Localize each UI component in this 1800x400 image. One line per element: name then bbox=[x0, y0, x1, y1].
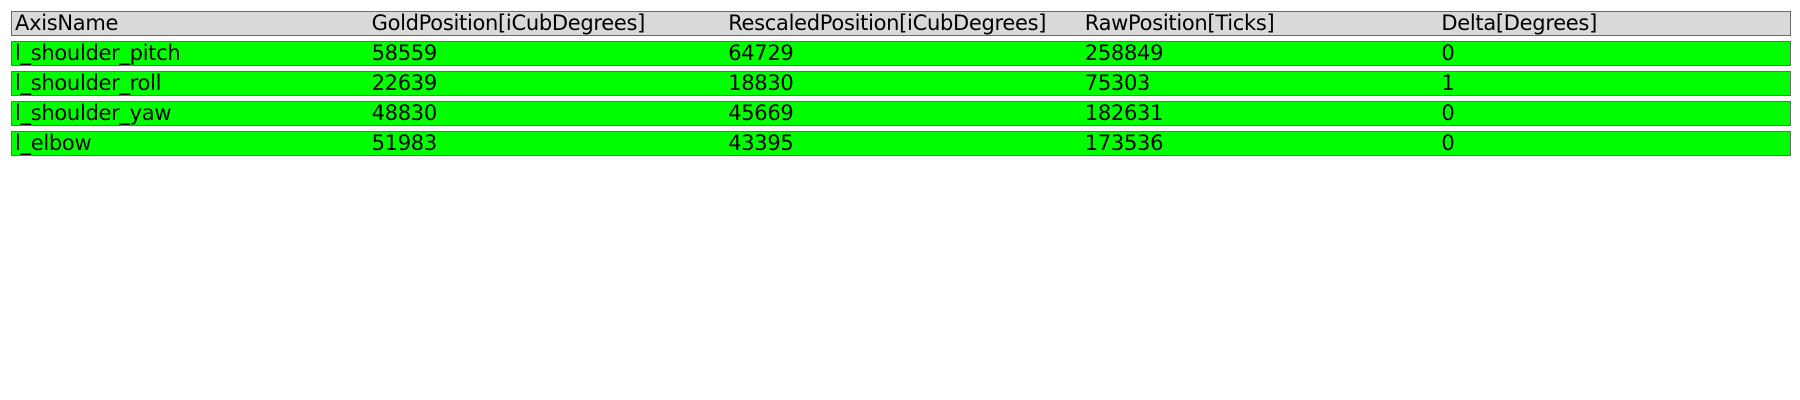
cell-gold-position: 58559 bbox=[371, 41, 438, 65]
header-raw-position: RawPosition[Ticks] bbox=[1084, 11, 1275, 35]
cell-rescaled-position: 43395 bbox=[728, 131, 794, 155]
cell-axis-name: l_shoulder_pitch bbox=[15, 41, 181, 65]
cell-raw-position: 75303 bbox=[1084, 71, 1151, 95]
cell-gold-position: 22639 bbox=[371, 71, 438, 95]
cell-axis-name: l_elbow bbox=[15, 131, 92, 155]
cell-axis-name: l_shoulder_roll bbox=[15, 71, 162, 95]
header-gold-position: GoldPosition[iCubDegrees] bbox=[371, 11, 646, 35]
table-row: l_shoulder_roll 22639 18830 75303 1 bbox=[11, 71, 1791, 96]
cell-rescaled-position: 64729 bbox=[728, 41, 794, 65]
table-row: l_shoulder_yaw 48830 45669 182631 0 bbox=[11, 101, 1791, 126]
cell-delta: 0 bbox=[1441, 131, 1455, 155]
cell-rescaled-position: 18830 bbox=[728, 71, 794, 95]
header-axis-name: AxisName bbox=[15, 11, 119, 35]
cell-delta: 1 bbox=[1441, 71, 1455, 95]
header-delta: Delta[Degrees] bbox=[1441, 11, 1597, 35]
cell-raw-position: 182631 bbox=[1084, 101, 1164, 125]
cell-axis-name: l_shoulder_yaw bbox=[15, 101, 172, 125]
cell-delta: 0 bbox=[1441, 101, 1455, 125]
table-row: l_shoulder_pitch 58559 64729 258849 0 bbox=[11, 41, 1791, 66]
table-row: l_elbow 51983 43395 173536 0 bbox=[11, 131, 1791, 156]
cell-gold-position: 51983 bbox=[371, 131, 438, 155]
cell-delta: 0 bbox=[1441, 41, 1455, 65]
cell-raw-position: 173536 bbox=[1084, 131, 1164, 155]
cell-raw-position: 258849 bbox=[1084, 41, 1164, 65]
cell-rescaled-position: 45669 bbox=[728, 101, 794, 125]
header-rescaled-position: RescaledPosition[iCubDegrees] bbox=[728, 11, 1047, 35]
axis-position-table: AxisName GoldPosition[iCubDegrees] Resca… bbox=[11, 11, 1791, 161]
cell-gold-position: 48830 bbox=[371, 101, 438, 125]
table-header-row: AxisName GoldPosition[iCubDegrees] Resca… bbox=[11, 11, 1791, 36]
